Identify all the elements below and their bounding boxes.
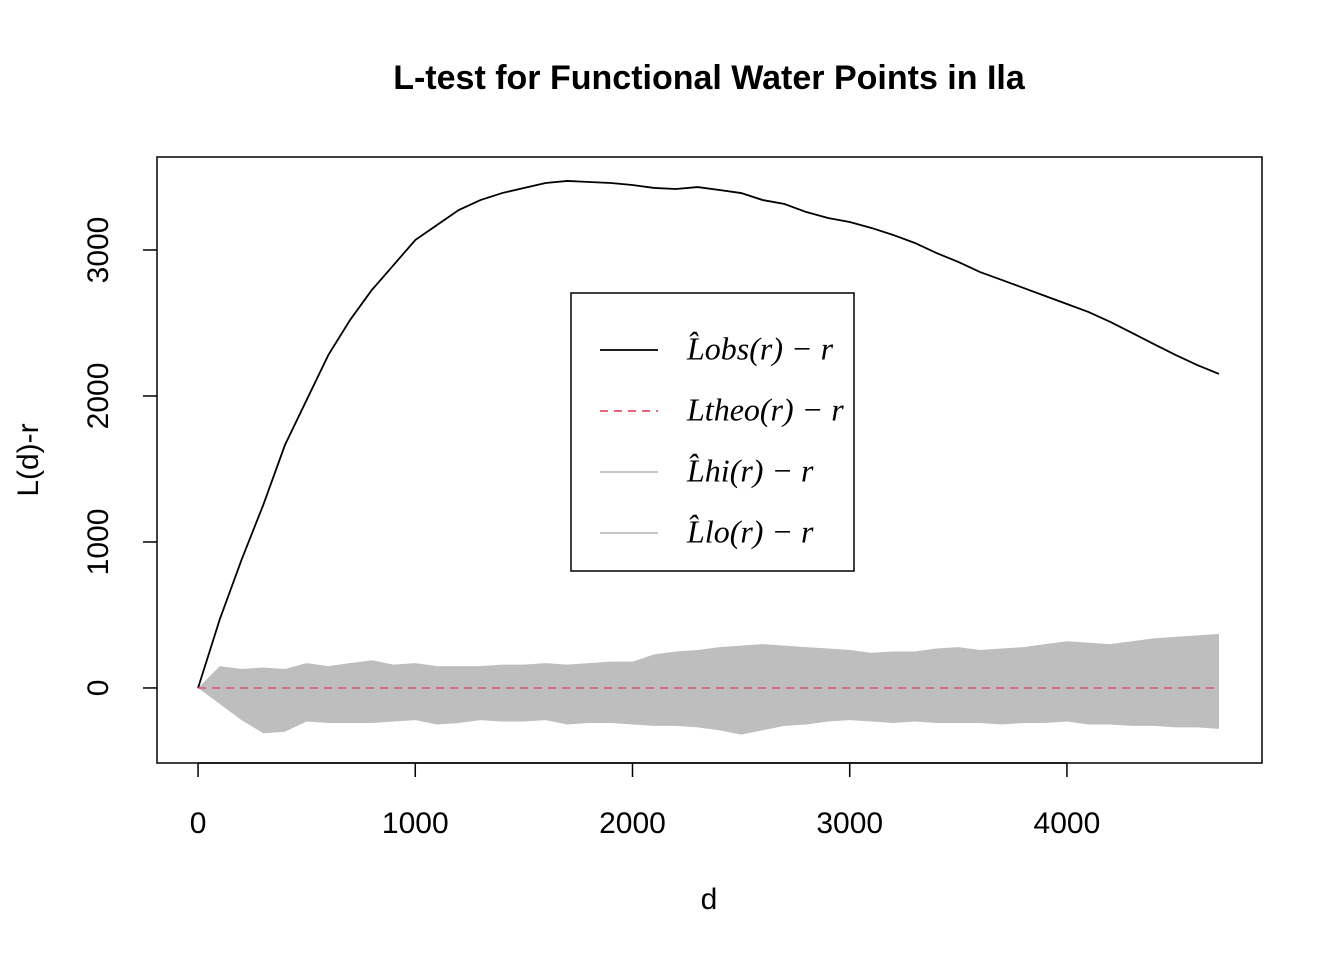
legend-label: L̂hi(r) − r [686, 452, 814, 488]
x-tick-label: 0 [190, 807, 207, 840]
y-tick-label: 2000 [82, 363, 115, 430]
y-axis-label: L(d)-r [12, 423, 45, 496]
y-tick-label: 0 [82, 680, 115, 697]
series-line [197, 180, 1220, 689]
chart-title: L-test for Functional Water Points in Il… [393, 59, 1026, 97]
y-tick-label: 3000 [82, 217, 115, 284]
x-tick-label: 1000 [382, 807, 449, 840]
x-tick-label: 3000 [816, 807, 883, 840]
x-tick-label: 2000 [599, 807, 666, 840]
legend-box [570, 292, 855, 572]
plot-area [197, 180, 1220, 735]
legend-label: L̂lo(r) − r [686, 513, 814, 549]
envelope-band [198, 633, 1219, 735]
legend-label: Ltheo(r) − r [686, 391, 844, 427]
y-tick-label: 1000 [82, 509, 115, 576]
x-tick-label: 4000 [1034, 807, 1101, 840]
x-axis-label: d [701, 883, 718, 916]
legend-label: L̂obs(r) − r [686, 330, 834, 366]
